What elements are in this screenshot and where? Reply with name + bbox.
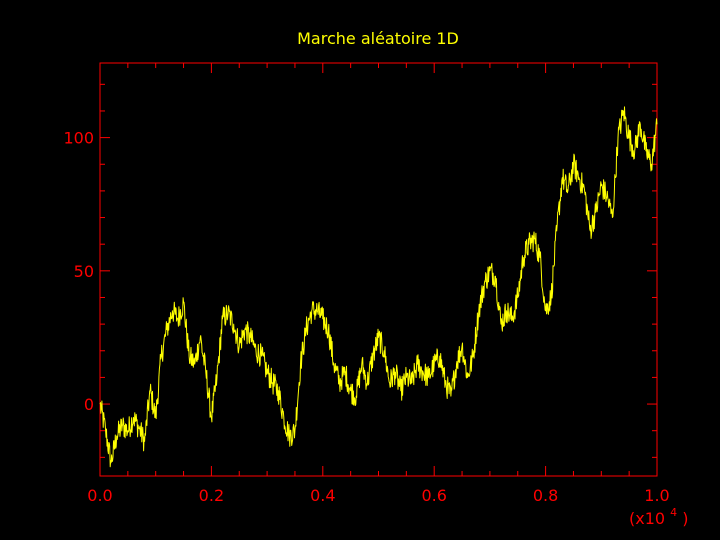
x-tick-label: 0.0 [87, 486, 112, 505]
x-multiplier-suffix: ) [682, 509, 688, 528]
x-multiplier-prefix: (x10 [629, 509, 665, 528]
y-tick-label: 50 [74, 262, 94, 281]
x-tick-label: 0.8 [533, 486, 558, 505]
series-line [99, 106, 658, 468]
x-multiplier-exponent: 4 [670, 506, 677, 519]
y-tick-label: 0 [84, 395, 94, 414]
tick-labels: 0.0 0.2 0.4 0.6 0.8 1.0 0 50 100 [63, 129, 669, 505]
y-tick-label: 100 [63, 129, 94, 148]
x-axis-multiplier: (x10 4 ) [629, 501, 689, 528]
x-tick-label: 0.6 [421, 486, 446, 505]
chart-title: Marche aléatoire 1D [297, 29, 459, 48]
x-tick-label: 0.2 [199, 486, 224, 505]
x-tick-label: 0.4 [310, 486, 335, 505]
series [99, 106, 658, 468]
ticks [99, 63, 658, 476]
x-tick-label: 1.0 [644, 486, 669, 505]
